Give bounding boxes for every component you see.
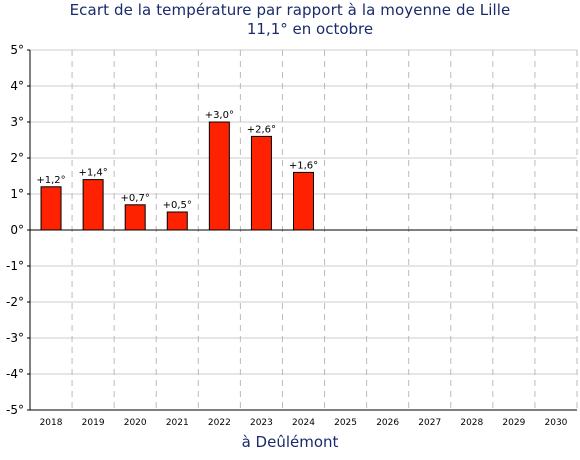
x-tick-label-2020: 2020 <box>124 418 147 428</box>
data-label-2019: +1,4° <box>78 168 107 179</box>
x-tick-label-2024: 2024 <box>292 418 315 428</box>
y-tick-label: 2° <box>10 151 24 165</box>
bar-2020 <box>124 204 146 231</box>
x-tick-label-2027: 2027 <box>418 418 441 428</box>
bar-2018 <box>40 186 62 231</box>
x-tick-label-2025: 2025 <box>334 418 357 428</box>
y-tick-label: -3° <box>6 331 24 345</box>
bar-2022 <box>208 121 230 231</box>
y-tick-label: 5° <box>10 43 24 57</box>
x-tick-label-2019: 2019 <box>82 418 105 428</box>
x-tick-label-2018: 2018 <box>40 418 63 428</box>
x-tick-label-2021: 2021 <box>166 418 189 428</box>
data-label-2021: +0,5° <box>163 200 192 211</box>
x-tick-label-2028: 2028 <box>460 418 483 428</box>
y-tick-label: -5° <box>6 403 24 417</box>
y-tick-label: -4° <box>6 367 24 381</box>
x-axis-label: à Deûlémont <box>241 433 339 451</box>
data-label-2020: +0,7° <box>121 193 150 204</box>
bar-2024 <box>293 171 314 231</box>
y-tick-label: 1° <box>10 187 24 201</box>
y-tick-label: 0° <box>10 223 24 237</box>
bar-2019 <box>82 179 104 231</box>
y-tick-label: 4° <box>10 79 24 93</box>
data-label-2022: +3,0° <box>205 110 234 121</box>
data-label-2024: +1,6° <box>289 160 318 171</box>
chart-title: Ecart de la température par rapport à la… <box>69 1 511 19</box>
y-tick-label: 3° <box>10 115 24 129</box>
x-tick-label-2029: 2029 <box>502 418 525 428</box>
label-layer: 5° 4° 3° 2° 1° 0° -1° -2° -3° -4° -5° +1,2° +1,4° +0,… <box>6 43 568 428</box>
data-label-2018: +1,2° <box>36 175 65 186</box>
x-tick-label-2030: 2030 <box>545 418 568 428</box>
axis-layer <box>27 49 577 411</box>
y-tick-label: -1° <box>6 259 24 273</box>
bar-layer <box>40 121 314 231</box>
bar-2021 <box>166 211 188 231</box>
y-tick-label: -2° <box>6 295 24 309</box>
x-tick-label-2026: 2026 <box>376 418 399 428</box>
bar-2023 <box>250 135 272 231</box>
data-label-2023: +2,6° <box>247 124 276 135</box>
x-tick-label-2023: 2023 <box>250 418 273 428</box>
chart-subtitle: 11,1° en octobre <box>246 20 374 38</box>
x-tick-label-2022: 2022 <box>208 418 231 428</box>
